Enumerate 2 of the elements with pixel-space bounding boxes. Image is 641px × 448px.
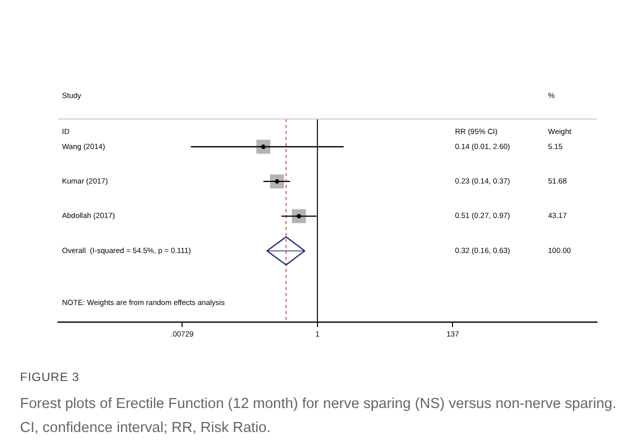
text: FIGURE 3 <box>20 370 80 384</box>
text: Forest plots of Erectile Function (12 month) for nerve sparing (NS) versus non-nerve sparing. CI, confidence interval; RR, Risk Ratio. <box>20 395 618 438</box>
